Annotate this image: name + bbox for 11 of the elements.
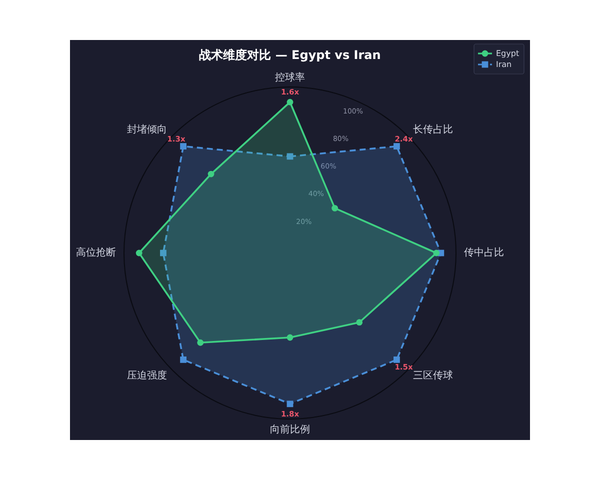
legend-label: Egypt	[496, 49, 520, 58]
spoke-label: 长传占比	[413, 123, 454, 136]
spoke-label: 封堵倾向	[126, 123, 167, 136]
spoke-label: 向前比例	[270, 424, 310, 436]
spoke-label: 高位抢断	[76, 246, 116, 258]
legend-label: Iran	[496, 60, 512, 69]
spoke-label: 压迫强度	[126, 370, 167, 382]
spoke-label: 传中占比	[464, 246, 504, 258]
chart-title: 战术维度对比 — Egypt vs Iran	[199, 48, 381, 62]
spoke-label: 控球率	[275, 72, 305, 84]
spoke-label: 三区传球	[413, 370, 454, 382]
